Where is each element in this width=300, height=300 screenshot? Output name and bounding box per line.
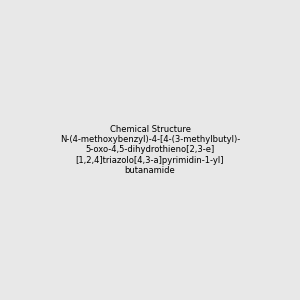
- Text: Chemical Structure
N-(4-methoxybenzyl)-4-[4-(3-methylbutyl)-
5-oxo-4,5-dihydroth: Chemical Structure N-(4-methoxybenzyl)-4…: [60, 125, 240, 175]
